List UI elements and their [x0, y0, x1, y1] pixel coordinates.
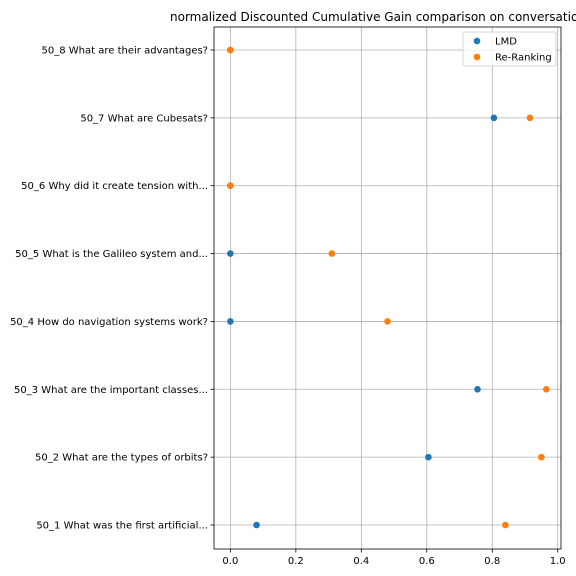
y-tick-label: 50_7 What are Cubesats?	[80, 113, 208, 124]
y-tick-label: 50_8 What are their advantages?	[42, 46, 208, 57]
data-point-lmd	[227, 250, 234, 257]
x-tick-label: 0.8	[484, 556, 500, 567]
data-point-re-ranking	[502, 521, 509, 529]
legend-box	[462, 31, 557, 67]
plot-area	[213, 26, 562, 550]
chart-title: normalized Discounted Cumulative Gain co…	[170, 10, 576, 24]
y-tick-label: 50_4 How do navigation systems work?	[10, 317, 208, 328]
data-point-re-ranking	[328, 250, 336, 257]
x-tick-label: 0.0	[222, 556, 238, 567]
legend-label: LMD	[495, 37, 517, 48]
legend-label: Re-Ranking	[495, 53, 552, 64]
y-tick-label: 50_1 What was the first artificial...	[36, 521, 208, 532]
y-tick-label: 50_5 What is the Galileo system and...	[15, 249, 208, 260]
grid	[214, 27, 561, 549]
data-point-re-ranking	[538, 453, 545, 461]
axes: 0.0 0.2 0.4 0.6 0.8 1.0 50_1 What was the firs…	[10, 46, 566, 568]
legend: LMD Re-Ranking	[462, 31, 557, 67]
data-point-re-ranking	[526, 114, 534, 122]
x-tick-label: 1.0	[550, 556, 566, 567]
y-tick-label: 50_6 Why did it create tension with...	[21, 181, 208, 192]
x-tick-label: 0.6	[419, 556, 435, 567]
data-point-lmd	[227, 318, 234, 325]
legend-marker	[473, 37, 481, 45]
data-point-re-ranking	[227, 182, 234, 190]
data-point-lmd	[490, 114, 498, 122]
data-point-lmd	[253, 521, 260, 529]
x-tick-label: 0.4	[353, 556, 369, 567]
data-points	[227, 46, 550, 529]
data-point-re-ranking	[542, 385, 550, 393]
x-tick-label: 0.2	[288, 556, 304, 567]
y-tick-label: 50_2 What are the types of orbits?	[35, 453, 208, 464]
data-point-re-ranking	[227, 46, 234, 54]
y-tick-label: 50_3 What are the important classes...	[14, 385, 208, 396]
data-point-re-ranking	[384, 318, 391, 325]
legend-marker	[473, 53, 481, 61]
data-point-lmd	[425, 453, 432, 461]
data-point-lmd	[474, 385, 481, 393]
